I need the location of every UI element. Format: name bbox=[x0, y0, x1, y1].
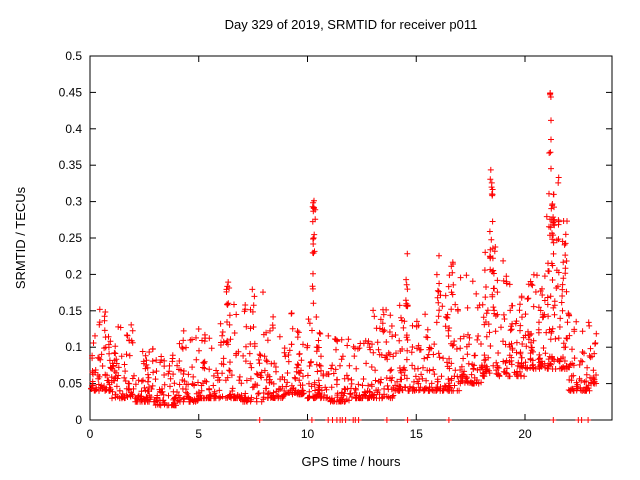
x-axis-label: GPS time / hours bbox=[302, 454, 401, 469]
y-tick-label: 0.15 bbox=[59, 304, 83, 318]
y-tick-label: 0.2 bbox=[65, 267, 82, 281]
x-tick-label: 0 bbox=[87, 427, 94, 441]
x-tick-label: 10 bbox=[301, 427, 315, 441]
y-tick-label: 0 bbox=[75, 413, 82, 427]
y-tick-label: 0.4 bbox=[65, 122, 82, 136]
y-tick-label: 0.45 bbox=[59, 85, 83, 99]
y-tick-label: 0.35 bbox=[59, 158, 83, 172]
x-tick-label: 5 bbox=[195, 427, 202, 441]
y-tick-label: 0.1 bbox=[65, 340, 82, 354]
y-tick-label: 0.25 bbox=[59, 231, 83, 245]
scatter-points bbox=[88, 90, 600, 423]
y-tick-label: 0.5 bbox=[65, 49, 82, 63]
x-tick-label: 15 bbox=[410, 427, 424, 441]
y-axis-label: SRMTID / TECUs bbox=[13, 186, 28, 289]
scatter-points-group bbox=[88, 90, 600, 423]
y-tick-label: 0.3 bbox=[65, 195, 82, 209]
chart-title: Day 329 of 2019, SRMTID for receiver p01… bbox=[225, 17, 478, 32]
x-tick-label: 20 bbox=[518, 427, 532, 441]
y-tick-label: 0.05 bbox=[59, 377, 83, 391]
